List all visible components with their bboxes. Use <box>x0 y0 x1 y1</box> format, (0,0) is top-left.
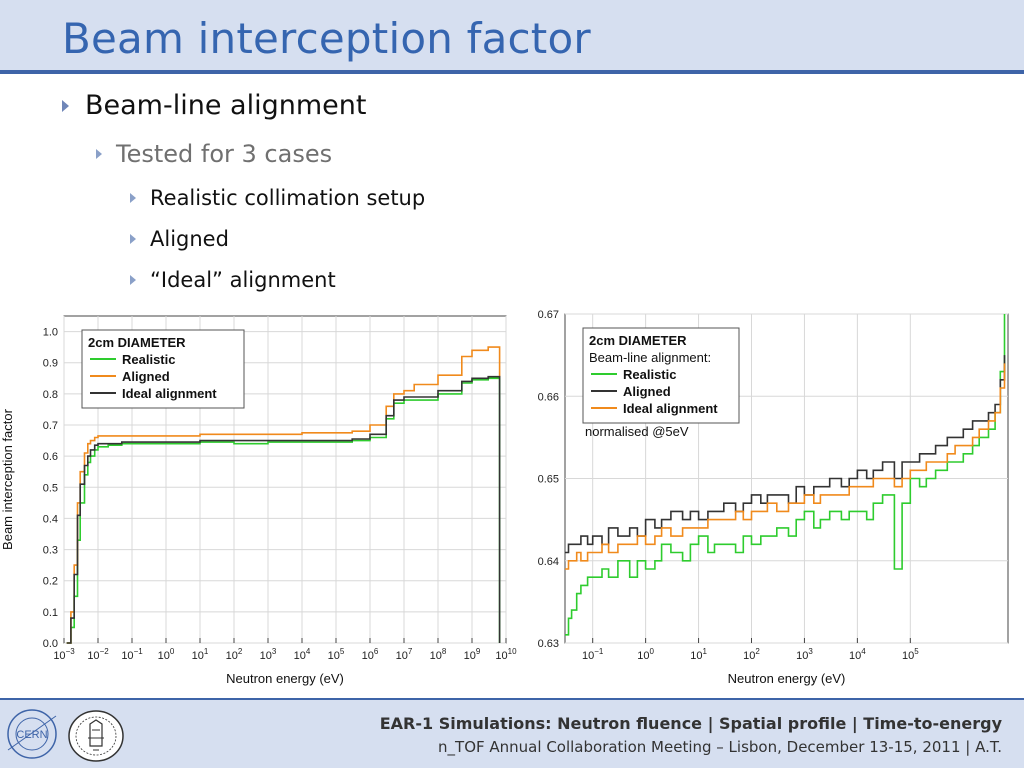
x-axis-label: Neutron energy (eV) <box>226 671 344 686</box>
bullet-arrow-icon <box>130 234 136 244</box>
x-tick-label: 104 <box>294 647 311 662</box>
x-tick-label: 109 <box>464 647 481 662</box>
y-tick-label: 0.9 <box>43 358 58 370</box>
y-tick-label: 0.63 <box>538 638 559 650</box>
x-tick-label: 100 <box>158 647 175 662</box>
legend-entry: Realistic <box>623 367 676 382</box>
normalised-chart: 0.63 0.64 0.65 0.66 0.67 10−1 100 101 102 103 104 1… <box>538 309 1009 686</box>
title-rule <box>0 70 1024 74</box>
x-tick-label: 1010 <box>495 647 517 662</box>
bullet-level2-text: Tested for 3 cases <box>116 140 333 168</box>
legend-entry: Ideal alignment <box>623 401 718 416</box>
bullet-level3-item: “Ideal” alignment <box>130 268 336 292</box>
bullet-arrow-icon <box>130 193 136 203</box>
x-tick-label: 100 <box>637 647 654 662</box>
x-tick-label: 108 <box>430 647 447 662</box>
x-tick-label: 101 <box>192 647 209 662</box>
y-tick-label: 0.0 <box>43 638 58 650</box>
series-line-realistic <box>565 314 1006 636</box>
y-tick-label: 0.3 <box>43 545 58 557</box>
y-tick-label: 0.66 <box>538 391 559 403</box>
bullet-level1-text: Beam-line alignment <box>85 90 367 121</box>
y-tick-label: 0.5 <box>43 482 58 494</box>
bullet-level3-text: Aligned <box>150 227 229 251</box>
legend-box <box>81 329 245 409</box>
legend-entry: Aligned <box>122 369 170 384</box>
cern-logo-icon: CERN <box>7 709 57 759</box>
x-tick-label: 105 <box>902 647 919 662</box>
x-tick-label: 10−3 <box>53 647 75 662</box>
slide-title: Beam interception factor <box>62 14 591 63</box>
y-tick-label: 0.2 <box>43 576 58 588</box>
legend-title: 2cm DIAMETER <box>88 335 186 350</box>
legend-title: 2cm DIAMETER <box>589 333 687 348</box>
bullet-arrow-icon <box>62 99 69 112</box>
x-tick-label: 102 <box>743 647 760 662</box>
series-line-aligned <box>565 355 1006 554</box>
y-tick-label: 0.7 <box>43 420 58 432</box>
x-tick-label: 106 <box>362 647 379 662</box>
bullet-arrow-icon <box>130 275 136 285</box>
y-tick-label: 0.1 <box>43 607 58 619</box>
y-axis-label: Beam interception factor <box>0 408 15 550</box>
bullet-level3-item: Aligned <box>130 227 229 251</box>
bullet-level3-text: Realistic collimation setup <box>150 186 426 210</box>
title-band <box>0 0 1024 72</box>
beam-interception-chart: 0.0 0.1 0.2 0.3 0.4 0.5 0.6 0.7 0.8 0.9 1.0 10−3 10−… <box>0 315 517 686</box>
cern-logo-text: CERN <box>16 729 47 741</box>
footer-line2: n_TOF Annual Collaboration Meeting – Lis… <box>438 738 1002 756</box>
x-tick-label: 103 <box>796 647 813 662</box>
chart-annotation: normalised @5eV <box>585 424 689 439</box>
x-tick-label: 10−1 <box>121 647 143 662</box>
legend-entry: Ideal alignment <box>122 386 217 401</box>
bullet-level3-item: Realistic collimation setup <box>130 186 425 210</box>
bullet-level3-text: “Ideal” alignment <box>150 268 336 292</box>
legend-entry: Realistic <box>122 352 175 367</box>
x-tick-label: 10−2 <box>87 647 109 662</box>
bullet-arrow-icon <box>96 149 102 159</box>
x-tick-label: 101 <box>690 647 707 662</box>
footer-band <box>0 700 1024 768</box>
x-tick-label: 105 <box>328 647 345 662</box>
x-tick-label: 102 <box>226 647 243 662</box>
y-tick-label: 0.65 <box>538 474 559 486</box>
footer-line1: EAR-1 Simulations: Neutron fluence | Spa… <box>379 714 1002 733</box>
bullet-level2: Tested for 3 cases <box>96 140 332 168</box>
x-tick-label: 107 <box>396 647 413 662</box>
y-tick-label: 1.0 <box>43 327 58 339</box>
y-tick-label: 0.8 <box>43 389 58 401</box>
seal-logo-icon <box>68 710 124 762</box>
series-line-aligned <box>66 346 501 644</box>
bullet-level1: Beam-line alignment <box>62 90 366 121</box>
series-line-ideal-alignment <box>66 375 501 644</box>
legend-subtitle: Beam-line alignment: <box>589 350 711 365</box>
series-line-ideal-alignment <box>565 363 1006 570</box>
x-axis-label: Neutron energy (eV) <box>728 671 846 686</box>
y-tick-label: 0.6 <box>43 451 58 463</box>
x-tick-label: 10−1 <box>582 647 604 662</box>
x-tick-label: 103 <box>260 647 277 662</box>
x-tick-label: 104 <box>849 647 866 662</box>
y-tick-label: 0.4 <box>43 513 58 525</box>
legend-entry: Aligned <box>623 384 671 399</box>
y-tick-label: 0.64 <box>538 556 559 568</box>
y-tick-label: 0.67 <box>538 309 559 321</box>
